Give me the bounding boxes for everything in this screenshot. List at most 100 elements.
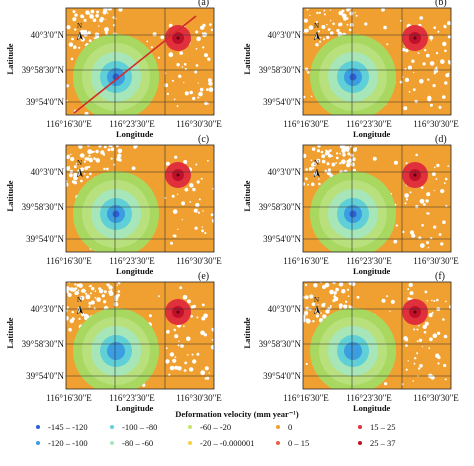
no-data-speckle: [333, 293, 336, 296]
no-data-speckle: [318, 11, 321, 14]
no-data-speckle: [66, 286, 69, 291]
no-data-speckle: [133, 145, 137, 149]
no-data-speckle: [113, 163, 116, 166]
no-data-speckle: [117, 153, 122, 158]
no-data-speckle: [436, 298, 439, 302]
no-data-speckle: [196, 352, 200, 356]
no-data-speckle: [345, 300, 348, 303]
legend-item: -60 – -20: [188, 422, 231, 432]
no-data-speckle: [321, 159, 326, 164]
no-data-speckle: [364, 22, 368, 26]
no-data-speckle: [437, 362, 440, 365]
no-data-speckle: [80, 167, 84, 172]
no-data-speckle: [87, 31, 91, 35]
no-data-speckle: [76, 283, 80, 287]
lat-tick-label: 40°3'0"N: [30, 167, 64, 177]
no-data-speckle: [116, 156, 121, 162]
no-data-speckle: [346, 288, 350, 291]
no-data-speckle: [210, 213, 214, 217]
no-data-speckle: [443, 363, 447, 368]
no-data-speckle: [89, 284, 93, 288]
no-data-speckle: [404, 193, 409, 198]
no-data-speckle: [412, 380, 415, 382]
no-data-speckle: [433, 225, 437, 229]
map-panel: N (c) 40°3'0"N 39°58'30"N 39°54'0"N 116°16'30…: [0, 134, 237, 280]
north-label: N: [77, 296, 83, 304]
no-data-speckle: [419, 198, 425, 204]
no-data-speckle: [88, 39, 92, 43]
no-data-speckle: [304, 28, 308, 33]
no-data-speckle: [158, 295, 160, 298]
no-data-speckle: [427, 247, 430, 249]
no-data-speckle: [186, 336, 191, 342]
lat-tick-label: 39°54'0"N: [26, 234, 64, 244]
no-data-speckle: [75, 290, 79, 295]
no-data-speckle: [443, 334, 448, 339]
no-data-speckle: [84, 44, 87, 47]
no-data-speckle: [168, 23, 173, 28]
legend-item: -120 – -100: [36, 438, 88, 448]
no-data-speckle: [405, 162, 408, 165]
no-data-speckle: [102, 152, 105, 156]
no-data-speckle: [174, 365, 179, 370]
no-data-speckle: [317, 30, 320, 33]
no-data-speckle: [440, 242, 444, 246]
no-data-speckle: [438, 105, 442, 109]
no-data-speckle: [88, 285, 90, 287]
no-data-speckle: [316, 158, 321, 163]
legend-item: -145 – -120: [36, 422, 88, 432]
no-data-speckle: [404, 202, 407, 205]
no-data-speckle: [317, 145, 321, 148]
legend-title: Deformation velocity (mm year⁻¹): [175, 409, 299, 419]
no-data-speckle: [413, 362, 416, 365]
no-data-speckle: [204, 53, 208, 58]
no-data-speckle: [69, 169, 74, 174]
north-label: N: [77, 22, 83, 30]
no-data-speckle: [95, 158, 101, 163]
no-data-speckle: [319, 40, 322, 43]
y-axis-label: Latitude: [242, 317, 252, 349]
no-data-speckle: [66, 306, 69, 309]
no-data-speckle: [339, 162, 342, 165]
no-data-speckle: [85, 166, 89, 169]
no-data-speckle: [317, 304, 319, 306]
lon-tick-label: 116°23'30"E: [346, 119, 392, 129]
no-data-speckle: [341, 159, 346, 165]
no-data-speckle: [433, 189, 435, 192]
no-data-speckle: [208, 81, 213, 86]
no-data-speckle: [103, 8, 108, 13]
no-data-speckle: [425, 53, 430, 58]
no-data-speckle: [198, 198, 201, 201]
no-data-speckle: [429, 337, 433, 342]
no-data-speckle: [90, 300, 95, 305]
no-data-speckle: [80, 290, 83, 292]
deformation-map: [65, 144, 215, 253]
no-data-speckle: [427, 78, 430, 81]
no-data-speckle: [88, 305, 91, 308]
legend-label: -20 – -0.000001: [200, 438, 255, 448]
no-data-speckle: [66, 182, 69, 187]
no-data-speckle: [447, 165, 450, 167]
no-data-speckle: [70, 156, 75, 162]
y-axis-label: Latitude: [242, 43, 252, 75]
no-data-speckle: [404, 68, 407, 70]
no-data-speckle: [310, 182, 315, 187]
no-data-speckle: [421, 224, 424, 227]
no-data-speckle: [116, 293, 120, 297]
x-axis-label: Longitude: [353, 403, 391, 413]
no-data-speckle: [95, 14, 99, 18]
no-data-speckle: [339, 306, 342, 310]
no-data-speckle: [94, 290, 97, 292]
no-data-speckle: [342, 153, 346, 157]
north-arrow-icon: [76, 305, 83, 315]
no-data-speckle: [211, 218, 214, 223]
north-arrow-icon: [313, 305, 320, 315]
deformation-map: [302, 7, 452, 116]
no-data-speckle: [85, 10, 90, 15]
no-data-speckle: [66, 315, 69, 321]
no-data-speckle: [442, 220, 446, 224]
no-data-speckle: [207, 159, 209, 162]
lon-tick-label: 116°30'30"E: [413, 119, 459, 129]
no-data-speckle: [303, 18, 308, 23]
no-data-speckle: [110, 147, 115, 151]
